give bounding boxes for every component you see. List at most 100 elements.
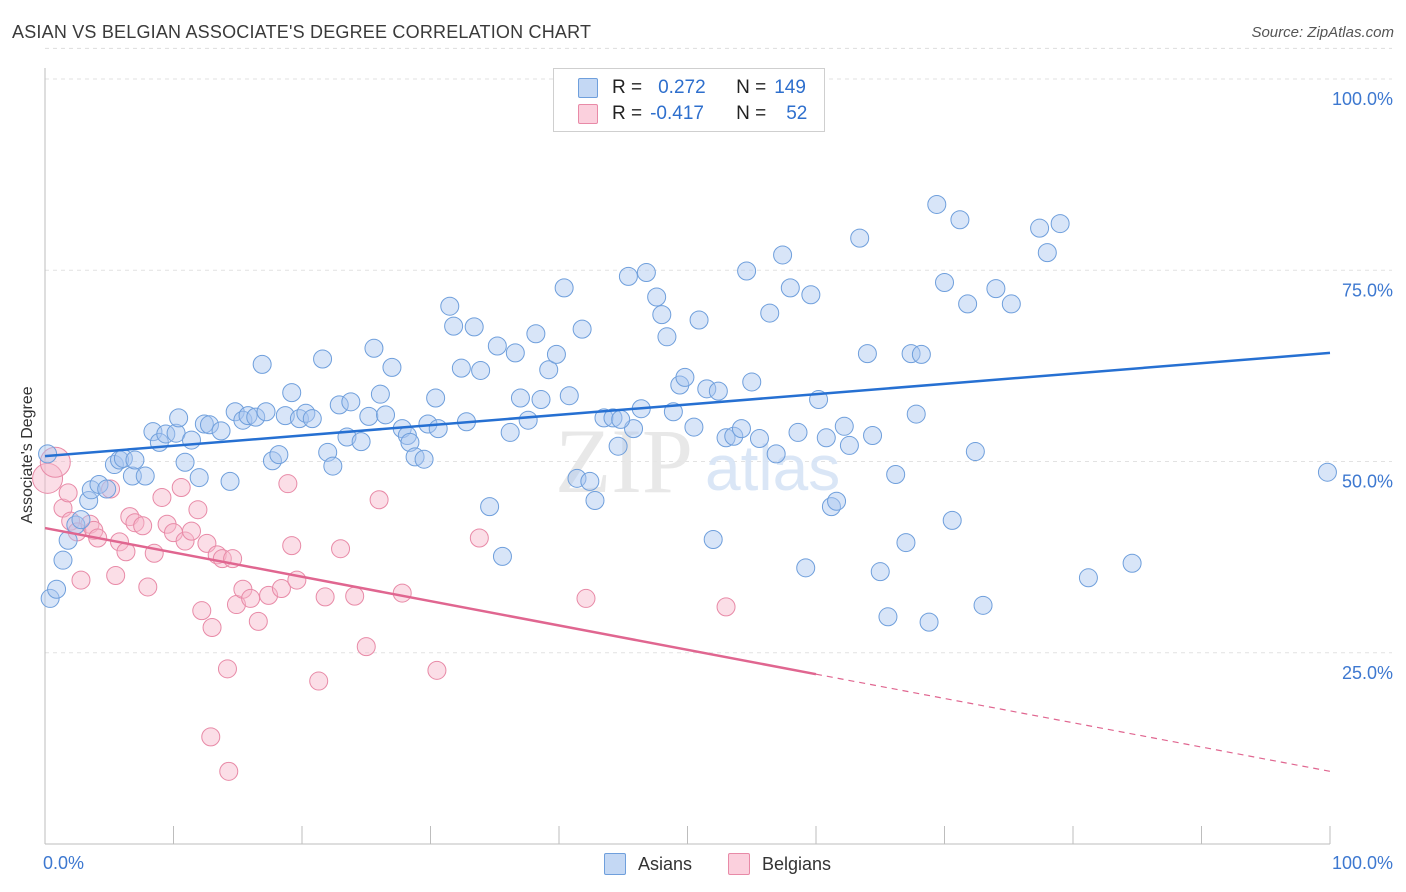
asians-point bbox=[554, 278, 574, 298]
asians-point bbox=[38, 444, 58, 464]
asians-point bbox=[246, 407, 266, 427]
asians-point bbox=[896, 533, 916, 553]
asians-point bbox=[194, 414, 214, 434]
belgians-trend-line bbox=[44, 526, 817, 676]
asians-point bbox=[40, 588, 60, 608]
asians-point bbox=[220, 471, 240, 491]
asians-point bbox=[169, 408, 189, 428]
legend-item-belgians: Belgians bbox=[728, 852, 831, 876]
asians-point bbox=[773, 245, 793, 265]
asians-point bbox=[878, 607, 898, 627]
asians-point bbox=[689, 310, 709, 330]
chart-title: ASIAN VS BELGIAN ASSOCIATE'S DEGREE CORR… bbox=[12, 22, 592, 42]
asians-point bbox=[1050, 214, 1070, 234]
asians-point bbox=[788, 422, 808, 442]
r-value: 0.272 bbox=[658, 77, 706, 98]
belgians-point bbox=[217, 659, 237, 679]
asians-point bbox=[282, 383, 302, 403]
n-label: N = bbox=[736, 103, 767, 124]
asians-point bbox=[585, 491, 605, 511]
belgians-point bbox=[58, 483, 78, 503]
legend-item-asians: Asians bbox=[604, 852, 692, 876]
watermark: ZIP atlas bbox=[555, 410, 840, 512]
asians-point bbox=[737, 261, 757, 281]
asians-point bbox=[329, 395, 349, 415]
asians-point bbox=[780, 278, 800, 298]
asians-point bbox=[901, 344, 921, 364]
asians-point bbox=[313, 349, 333, 369]
y-tick-label: 25.0% bbox=[1342, 663, 1393, 683]
asians-point bbox=[796, 558, 816, 578]
asians-point bbox=[400, 432, 420, 452]
asians-legend-label: Asians bbox=[638, 853, 693, 874]
watermark-zip: ZIP bbox=[555, 410, 693, 512]
asians-point bbox=[950, 210, 970, 230]
asians-point bbox=[500, 422, 520, 442]
belgians-point bbox=[309, 671, 329, 691]
asians-point bbox=[269, 445, 289, 465]
belgians-point bbox=[202, 618, 222, 638]
asians-point bbox=[675, 367, 695, 387]
asians-point bbox=[1037, 243, 1057, 263]
x-tick-label: 100.0% bbox=[1332, 853, 1393, 873]
belgians-point bbox=[282, 536, 302, 556]
asians-point bbox=[1078, 568, 1098, 588]
asians-point bbox=[531, 390, 551, 410]
asians-point bbox=[684, 417, 704, 437]
belgians-point bbox=[248, 611, 268, 631]
r-label: R = bbox=[612, 77, 643, 98]
asians-point bbox=[505, 343, 525, 363]
asians-point bbox=[647, 287, 667, 307]
asians-point bbox=[1317, 462, 1337, 482]
n-value: 52 bbox=[786, 103, 808, 124]
asians-point bbox=[839, 435, 859, 455]
belgians-point bbox=[369, 490, 389, 510]
asians-point bbox=[135, 466, 155, 486]
asians-point bbox=[1122, 553, 1142, 573]
asians-point bbox=[559, 386, 579, 406]
belgians-point bbox=[188, 500, 208, 520]
asians-point bbox=[801, 285, 821, 305]
belgians-point bbox=[133, 516, 153, 536]
asians-point bbox=[414, 449, 434, 469]
belgians-point bbox=[356, 637, 376, 657]
asians-point bbox=[611, 409, 631, 429]
legend-row-asians: R = 0.272 N = 149 bbox=[578, 76, 806, 100]
asians-point bbox=[580, 471, 600, 491]
legend-row-belgians: R = -0.417 N = 52 bbox=[578, 102, 807, 126]
asians-point bbox=[708, 381, 728, 401]
trend-lines bbox=[44, 351, 1331, 772]
asians-point bbox=[958, 294, 978, 314]
belgians-point bbox=[427, 660, 447, 680]
asians-point bbox=[742, 372, 762, 392]
asians-point bbox=[965, 442, 985, 462]
belgians-point bbox=[192, 601, 212, 621]
asians-point bbox=[652, 305, 672, 325]
r-label: R = bbox=[612, 103, 643, 124]
asians-point bbox=[518, 410, 538, 430]
asians-point bbox=[749, 429, 769, 449]
y-tick-label: 100.0% bbox=[1332, 89, 1393, 109]
asians-point bbox=[341, 392, 361, 412]
belgians-point bbox=[315, 587, 335, 607]
asians-swatch bbox=[578, 78, 598, 98]
asians-point bbox=[1001, 294, 1021, 314]
y-tick-label: 50.0% bbox=[1342, 472, 1393, 492]
n-value: 149 bbox=[774, 77, 806, 98]
watermark-atlas: atlas bbox=[705, 432, 840, 504]
asians-point bbox=[323, 456, 343, 476]
asians-point bbox=[444, 316, 464, 336]
belgians-point bbox=[120, 507, 140, 527]
asians-point bbox=[181, 430, 201, 450]
asians-point bbox=[663, 402, 683, 422]
asians-point bbox=[716, 428, 736, 448]
asians-point bbox=[238, 406, 258, 426]
belgians-point bbox=[175, 531, 195, 551]
belgians-point bbox=[271, 578, 291, 598]
asians-point bbox=[567, 468, 587, 488]
belgians-point bbox=[181, 521, 201, 541]
belgians-point bbox=[138, 577, 158, 597]
asians-point bbox=[636, 263, 656, 283]
asians-point bbox=[526, 324, 546, 344]
